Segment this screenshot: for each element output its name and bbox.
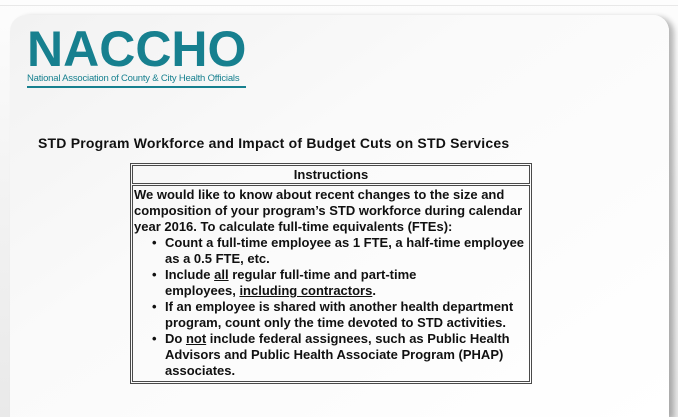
bullet-item: • Do not include federal assignees, such … bbox=[134, 331, 527, 379]
bullet-item: • Count a full-time employee as 1 FTE, a … bbox=[134, 235, 527, 267]
bullet-text: Do not include federal assignees, such a… bbox=[165, 331, 510, 378]
logo-name: NACCHO bbox=[27, 21, 247, 77]
instructions-intro: We would like to know about recent chang… bbox=[134, 187, 527, 235]
bullet-item: • If an employee is shared with another h… bbox=[134, 299, 527, 331]
survey-card: NACCHO National Association of County & … bbox=[10, 15, 669, 417]
top-divider bbox=[0, 5, 678, 6]
bullet-text: If an employee is shared with another he… bbox=[165, 299, 514, 330]
logo-tagline: National Association of County & City He… bbox=[27, 73, 240, 84]
bullet-text: Include all regular full-time and part-t… bbox=[165, 267, 417, 298]
intro-line: We would like to know about recent chang… bbox=[134, 187, 505, 202]
bullet-glyph: • bbox=[152, 299, 157, 314]
bullet-glyph: • bbox=[152, 267, 157, 282]
bullet-text: Count a full-time employee as 1 FTE, a h… bbox=[165, 235, 525, 266]
bullet-glyph: • bbox=[152, 331, 157, 346]
instructions-header: Instructions bbox=[132, 165, 530, 184]
instructions-table: Instructions We would like to know about… bbox=[130, 163, 532, 384]
bullet-glyph: • bbox=[152, 235, 157, 250]
naccho-logo: NACCHO National Association of County & … bbox=[27, 21, 247, 88]
instructions-bullets: • Count a full-time employee as 1 FTE, a … bbox=[134, 235, 527, 379]
instructions-body: We would like to know about recent chang… bbox=[132, 185, 530, 382]
intro-line: year 2016. To calculate full-time equiva… bbox=[134, 219, 453, 234]
intro-line: composition of your program’s STD workfo… bbox=[134, 203, 523, 218]
bullet-item: • Include all regular full-time and part-… bbox=[134, 267, 527, 299]
page-title: STD Program Workforce and Impact of Budg… bbox=[38, 135, 510, 151]
